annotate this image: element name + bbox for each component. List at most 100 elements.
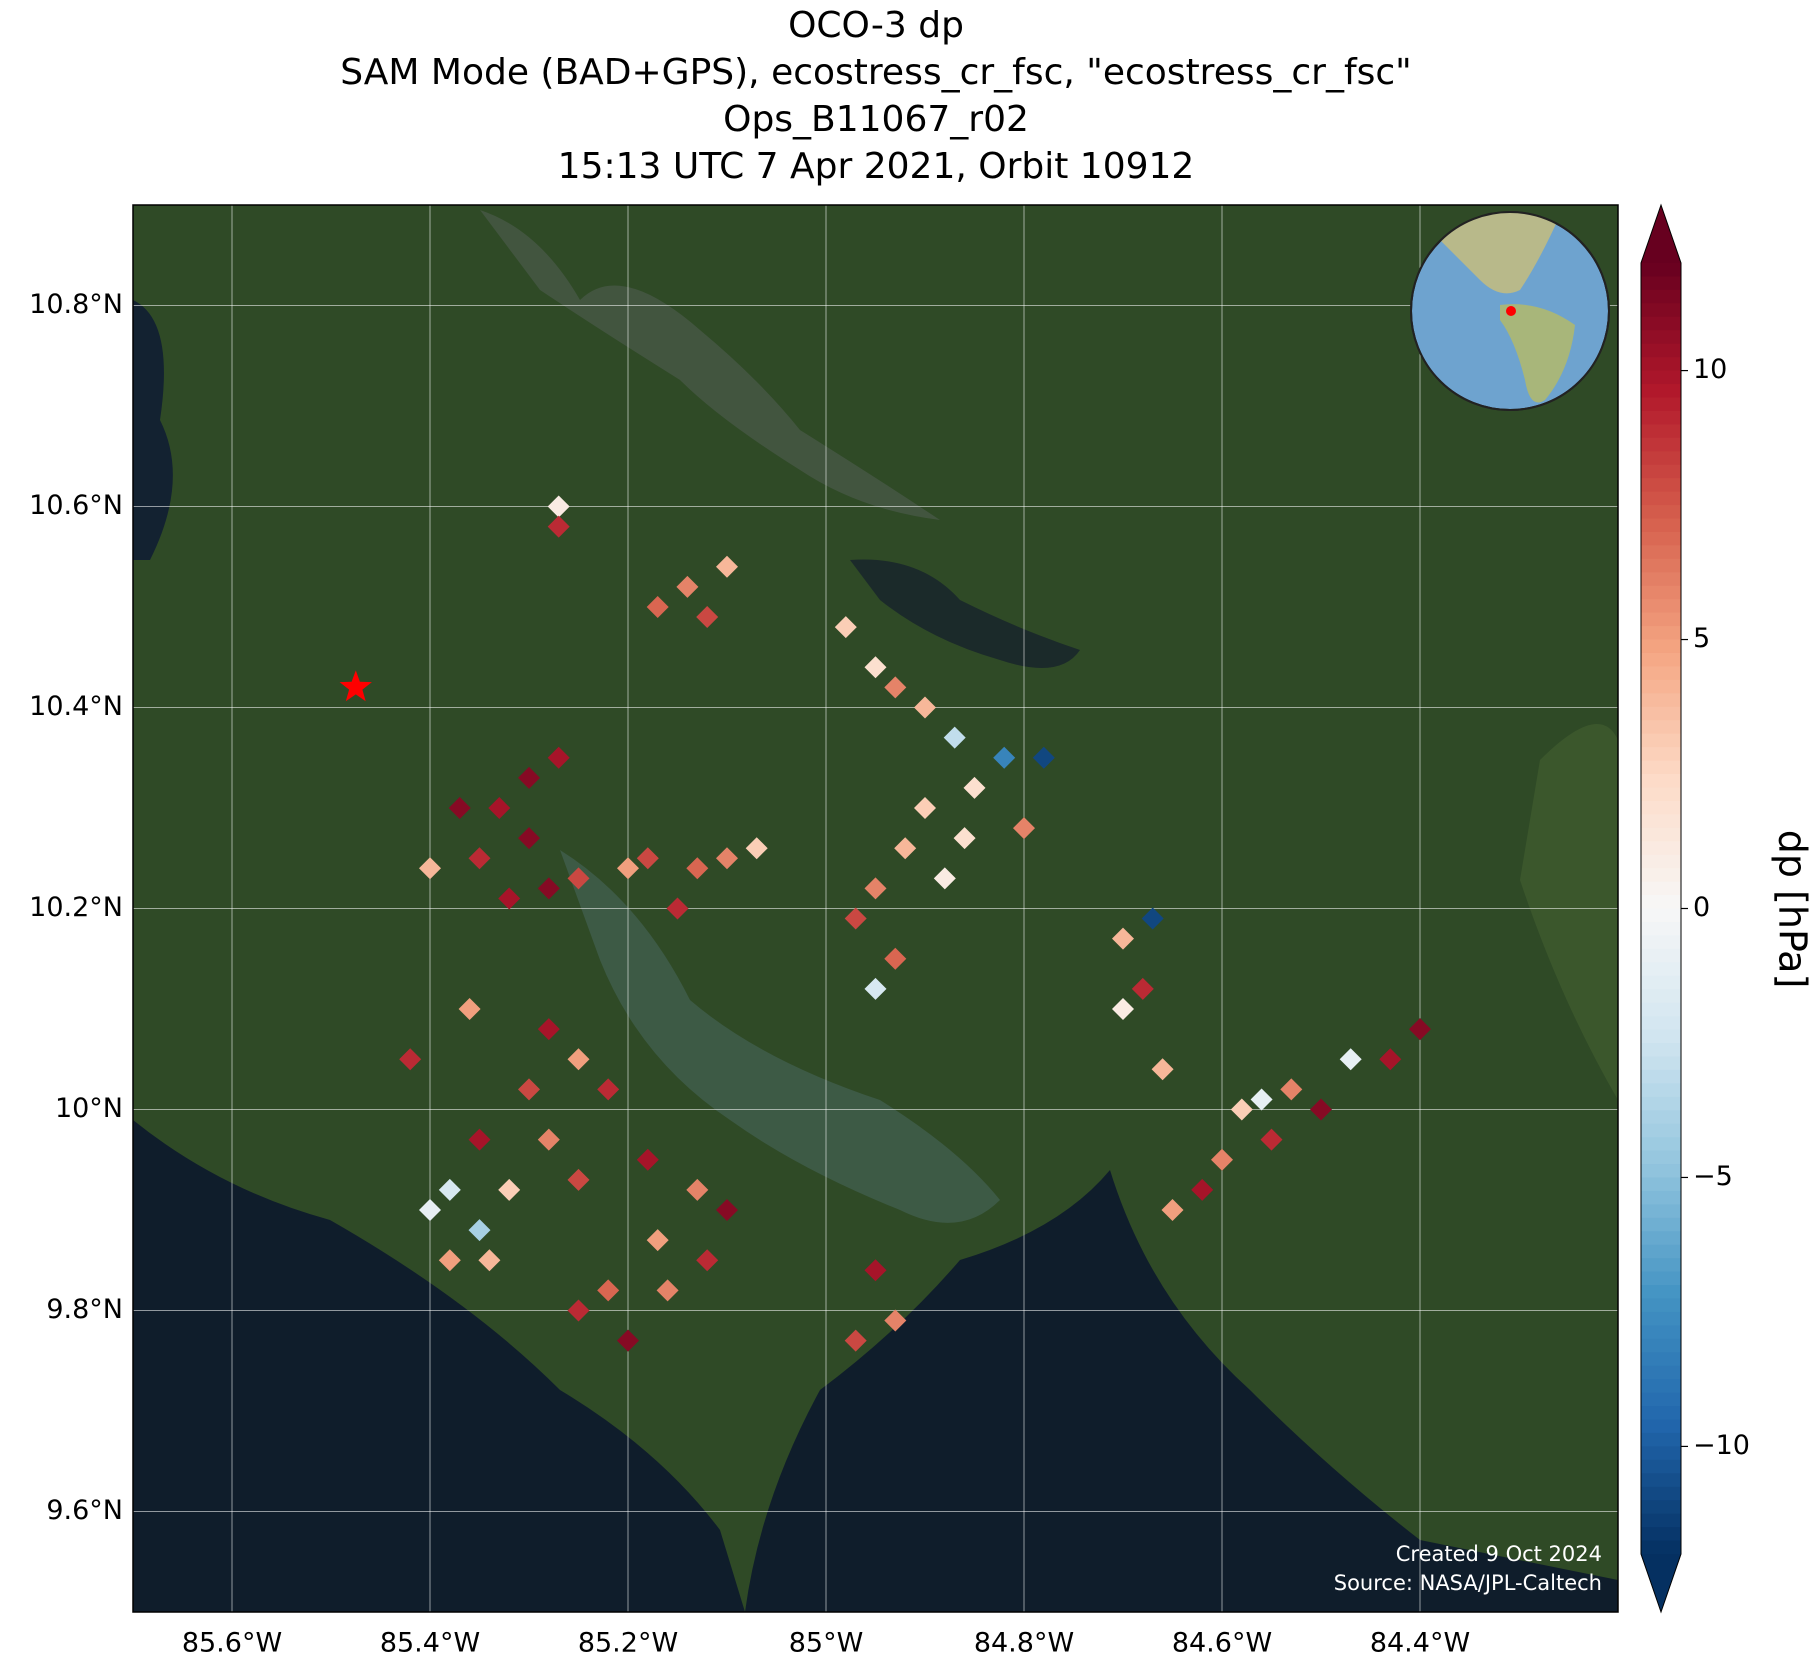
colorbar-segment: [1641, 303, 1681, 318]
colorbar-segment: [1641, 1513, 1681, 1528]
colorbar-segment: [1641, 639, 1681, 654]
sounding-cell: [656, 1279, 679, 1302]
colorbar-segment: [1641, 1016, 1681, 1031]
sounding-cell: [894, 837, 917, 860]
sounding-cell: [696, 606, 719, 629]
colorbar-segment: [1641, 289, 1681, 304]
sounding-cell: [518, 766, 540, 789]
colorbar-segment: [1641, 1177, 1681, 1192]
colorbar-segment: [1641, 854, 1681, 869]
terrain: [1520, 724, 1618, 1100]
sounding-cell: [636, 847, 659, 870]
colorbar-segment: [1641, 545, 1681, 560]
sounding-cell: [716, 847, 738, 870]
sounding-cell: [468, 1128, 491, 1151]
sounding-cell: [597, 1279, 620, 1302]
colorbar-segment: [1641, 975, 1681, 990]
sounding-cell: [399, 1048, 422, 1071]
colorbar-segment: [1641, 343, 1681, 358]
soundings: [399, 495, 1431, 1352]
colorbar-segment: [1641, 478, 1681, 493]
sounding-cell: [1032, 746, 1055, 769]
colorbar-segment: [1641, 962, 1681, 977]
sounding-cell: [537, 1018, 560, 1041]
colorbar-segment: [1641, 895, 1681, 910]
colorbar-segment: [1641, 599, 1681, 614]
colorbar-segment: [1641, 464, 1681, 479]
colorbar-tick-label: 0: [1693, 892, 1710, 923]
colorbar-segment: [1641, 505, 1681, 520]
title-line: SAM Mode (BAD+GPS), ecostress_cr_fsc, "e…: [340, 52, 1411, 93]
colorbar-segment: [1641, 1432, 1681, 1448]
colorbar-segment: [1641, 1190, 1681, 1205]
sounding-cell: [884, 947, 907, 970]
grid: [133, 205, 1618, 1612]
globe-outline: [1410, 211, 1610, 411]
x-tick-label: 85.6°W: [182, 1628, 282, 1659]
title-line: OCO-3 dp: [788, 5, 964, 46]
sounding-cell: [676, 575, 699, 598]
sounding-cell: [547, 746, 570, 769]
colorbar-segment: [1641, 1271, 1681, 1286]
sounding-cell: [1151, 1058, 1174, 1081]
title: OCO-3 dp SAM Mode (BAD+GPS), ecostress_c…: [340, 5, 1411, 187]
sounding-cell: [547, 515, 570, 538]
colorbar-segment: [1641, 679, 1681, 694]
sounding-cell: [864, 1259, 887, 1282]
lake: [133, 300, 173, 560]
sounding-cell: [547, 495, 570, 518]
colorbar-segment: [1641, 1244, 1681, 1259]
continent: [1500, 304, 1575, 403]
colorbar-tick-label: −10: [1693, 1430, 1750, 1461]
sounding-cell: [498, 1178, 521, 1201]
ocean: [745, 1170, 1618, 1612]
colorbar-segment: [1641, 1298, 1681, 1313]
x-tick-label: 85°W: [789, 1628, 864, 1659]
y-tick-label: 10.2°N: [29, 892, 123, 923]
colorbar-segment: [1641, 1406, 1681, 1421]
colorbar-segment: [1641, 424, 1681, 439]
colorbar-segment: [1641, 989, 1681, 1004]
colorbar-segment: [1641, 1083, 1681, 1098]
sounding-cell: [419, 857, 441, 880]
title-line: 15:13 UTC 7 Apr 2021, Orbit 10912: [558, 146, 1195, 187]
colorbar-segment: [1641, 612, 1681, 627]
colorbar-segment: [1641, 774, 1681, 789]
colorbar-label: dp [hPa]: [1771, 830, 1815, 989]
colorbar-segment: [1641, 1379, 1681, 1394]
colorbar-segment: [1641, 1217, 1681, 1232]
colorbar-segment: [1641, 263, 1681, 278]
colorbar-segment: [1641, 626, 1681, 641]
x-tick-label: 85.4°W: [380, 1628, 480, 1659]
sounding-cell: [617, 857, 639, 880]
sounding-cell: [646, 596, 669, 618]
colorbar-extend: [1641, 1554, 1681, 1612]
colorbar-segment: [1641, 1311, 1681, 1326]
colorbar-segment: [1641, 410, 1681, 425]
colorbar-tick-label: 10: [1693, 354, 1727, 385]
colorbar-segment: [1641, 1392, 1681, 1407]
colorbar-segment: [1641, 1527, 1681, 1542]
sounding-cell: [1230, 1098, 1253, 1121]
sounding-cell: [488, 797, 511, 819]
colorbar-segment: [1641, 1446, 1681, 1461]
colorbar-segment: [1641, 1231, 1681, 1246]
sounding-cell: [1379, 1048, 1402, 1071]
globe-site: [1506, 306, 1516, 316]
sounding-cell: [864, 656, 887, 679]
sounding-cell: [458, 998, 481, 1020]
footer-line: Created 9 Oct 2024: [1396, 1542, 1602, 1566]
colorbar-segment: [1641, 1473, 1681, 1488]
sounding-cell: [864, 877, 887, 900]
sounding-cell: [666, 897, 689, 920]
sounding-cell: [498, 887, 521, 910]
sounding-cell: [884, 1309, 907, 1332]
sounding-cell: [438, 1249, 461, 1272]
colorbar-segment: [1641, 693, 1681, 708]
colorbar-segment: [1641, 330, 1681, 345]
footer-line: Source: NASA/JPL-Caltech: [1334, 1571, 1602, 1595]
sounding-cell: [518, 827, 540, 850]
colorbar-segment: [1641, 1419, 1681, 1434]
sounding-cell: [597, 1078, 620, 1101]
sounding-cell: [686, 857, 709, 880]
